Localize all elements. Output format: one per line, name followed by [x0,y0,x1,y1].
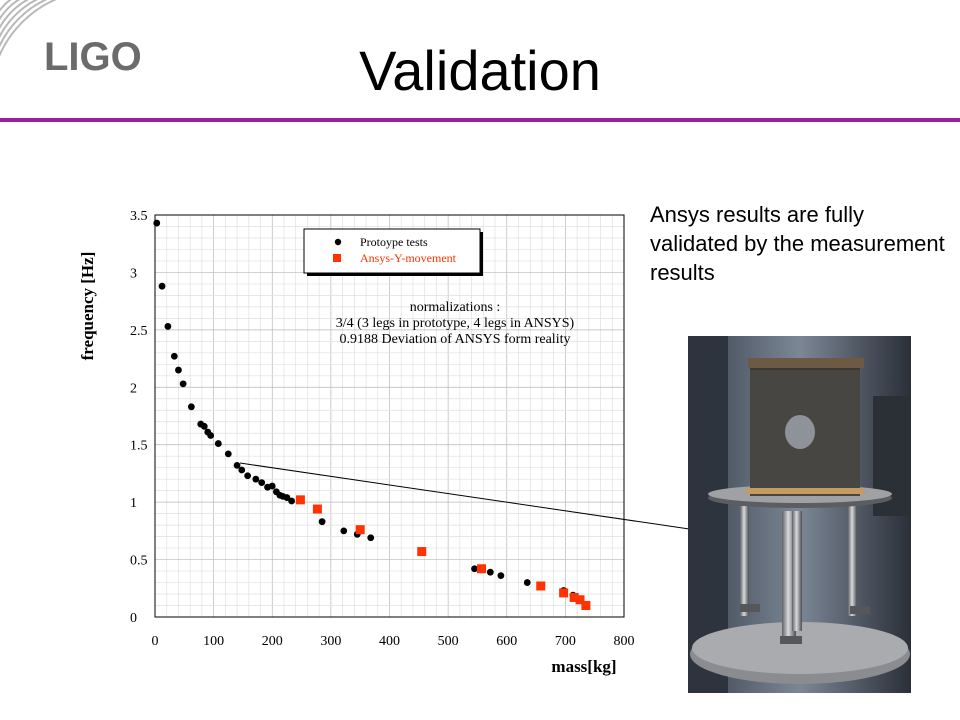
legend-box [303,228,481,274]
y-tick-label: 2.5 [130,324,148,339]
y-tick-label: 1 [130,496,137,511]
prototype-point [207,432,215,439]
note-line-3: 0.9188 Deviation of ANSYS form reality [340,332,571,347]
prototype-point [214,440,222,447]
x-tick-labels: 0 100 200 300 400 500 600 700 800 [152,634,635,649]
caption-text: Ansys results are fully validated by the… [650,202,945,285]
note-line-2: 3/4 (3 legs in prototype, 4 legs in ANSY… [336,316,575,331]
series-prototype-tests [153,219,577,599]
ansys-point [575,595,585,605]
prototype-point [187,403,195,411]
prototype-point [164,323,172,330]
legend-marker-ansys [333,254,341,262]
prototype-point [367,534,375,542]
y-tick-label: 3 [130,266,137,281]
x-tick-label: 500 [438,634,459,649]
y-tick-label: 2 [130,381,137,396]
plot-frame [154,214,625,618]
series-ansys-y-movement [295,495,591,611]
slide-title: Validation [359,39,601,102]
y-axis-label: frequency [Hz] [78,252,97,361]
prototype-point [252,475,260,483]
prototype-point [523,579,531,586]
prototype-point [200,422,208,430]
prototype-point [170,352,178,360]
ansys-point [355,525,365,535]
ansys-point [559,588,569,598]
callout-arrow-line [239,462,731,536]
prototype-point [471,565,478,573]
y-tick-labels: 0 0.5 1 1.5 2 2.5 3 3.5 [130,209,148,626]
y-tick-label: 0 [130,611,137,626]
ansys-point [536,581,546,591]
legend-marker-prototype [334,238,342,246]
ansys-point [295,495,305,505]
x-tick-label: 400 [379,634,400,649]
y-tick-label: 0.5 [130,554,148,569]
prototype-point [258,479,266,487]
prototype-point [318,518,326,526]
prototype-point [288,497,295,505]
ansys-point [569,592,579,602]
prototype-point [486,568,494,576]
prototype-point [497,572,505,580]
prototype-point [340,527,348,535]
prototype-point [233,461,241,469]
ansys-point [417,547,427,557]
legend-label-ansys: Ansys-Y-movement [360,251,457,265]
ansys-point [477,564,487,574]
prototype-point [158,282,166,290]
prototype-point [153,219,161,227]
prototype-point [244,472,252,480]
legend-label-prototype: Protoype tests [360,235,428,249]
x-tick-label: 300 [320,634,341,649]
x-tick-label: 200 [262,634,283,649]
x-tick-label: 0 [152,634,159,649]
logo-text: LIGO [44,35,142,79]
ansys-point [312,504,322,514]
prototype-point [238,466,246,474]
prototype-point [224,450,232,458]
prototype-point [179,380,187,388]
x-tick-label: 800 [614,634,635,649]
chart-grid [154,214,625,618]
ansys-point [581,601,591,611]
x-tick-label: 600 [496,634,517,649]
prototype-point [175,366,182,374]
y-tick-label: 1.5 [130,439,148,454]
legend: Protoype tests Ansys-Y-movement [303,228,483,276]
prototype-point [283,494,291,501]
normalization-note: normalizations : 3/4 (3 legs in prototyp… [336,300,575,347]
x-tick-label: 700 [555,634,576,649]
y-tick-label: 3.5 [130,209,148,224]
x-axis-label: mass[kg] [551,657,616,676]
ligo-logo: LIGO [0,0,142,79]
prototype-point [268,482,276,490]
title-divider [0,118,960,122]
x-tick-label: 100 [203,634,224,649]
note-line-1: normalizations : [410,300,501,315]
prototype-photo [688,336,911,693]
